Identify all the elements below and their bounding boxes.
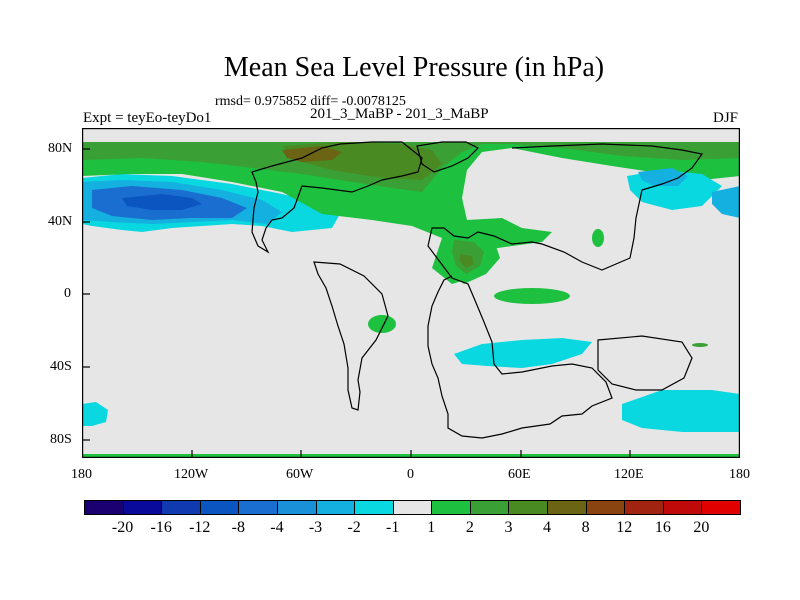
- y-tick-label-80s: 80S: [50, 432, 72, 447]
- colorbar-label: -3: [308, 519, 323, 536]
- coastline-australia: [597, 335, 693, 391]
- colorbar-label: -2: [347, 519, 361, 536]
- colorbar-label: 12: [616, 519, 633, 536]
- anomaly-region-africa-north-core: [460, 254, 474, 268]
- coastline-greenland: [416, 141, 480, 173]
- colorbar-swatch: [701, 500, 741, 515]
- colorbar-swatch: [315, 500, 356, 515]
- anomaly-region-equatorial-africa: [494, 288, 570, 304]
- colorbar-swatch: [354, 500, 394, 515]
- y-tick-label-40s: 40S: [50, 359, 72, 374]
- colorbar-label: 8: [581, 519, 590, 536]
- colorbar-label: 3: [504, 519, 513, 536]
- anomaly-region-south-pacific-west: [82, 402, 108, 426]
- colorbar-label: 16: [654, 519, 671, 536]
- coastlines: [251, 141, 704, 439]
- colorbar-swatch: [585, 500, 626, 515]
- experiment-label: Expt = teyEo-teyDo1: [83, 110, 212, 126]
- colorbar-swatch: [624, 500, 664, 515]
- colorbar-swatch: [238, 500, 278, 515]
- colorbar-swatch: [84, 500, 124, 515]
- x-tick-label-60e: 60E: [508, 467, 531, 482]
- colorbar-swatch: [662, 500, 703, 515]
- colorbar-label: 2: [465, 519, 474, 536]
- anomaly-region-arctic: [82, 142, 740, 284]
- y-tick-label-0: 0: [64, 286, 71, 301]
- coastline-north-america: [251, 141, 423, 254]
- y-tick-label-40n: 40N: [48, 214, 73, 229]
- x-tick-label-0: 0: [407, 467, 414, 482]
- colorbar-label: 20: [693, 519, 710, 536]
- anomaly-region-arctic-max: [282, 146, 342, 162]
- colorbar-label: 1: [427, 519, 436, 536]
- colorbar-label: -12: [189, 519, 211, 536]
- colorbar-swatch: [122, 500, 163, 515]
- anomaly-region-north-pacific-east: [712, 186, 740, 218]
- x-tick-label-60w: 60W: [286, 467, 314, 482]
- colorbar-swatch: [508, 500, 549, 515]
- coastline-south-america: [313, 261, 389, 411]
- y-tick-label-80n: 80N: [48, 141, 73, 156]
- coastline-eurasia: [427, 143, 704, 439]
- anomaly-region-north-pacific-core: [122, 194, 202, 210]
- colorbar: [84, 500, 741, 516]
- colorbar-label: 4: [543, 519, 552, 536]
- colorbar-label: -1: [386, 519, 400, 536]
- x-tick-label-180-left: 180: [71, 467, 92, 482]
- map-plot: [82, 128, 740, 458]
- anomaly-region-pacific-east: [692, 343, 708, 347]
- plot-title: Mean Sea Level Pressure (in hPa): [223, 52, 605, 83]
- colorbar-swatch: [547, 500, 587, 515]
- anomaly-region-south-atlantic: [454, 338, 592, 368]
- x-tick-label-120w: 120W: [174, 467, 209, 482]
- comparison-subtitle: 201_3_MaBP - 201_3_MaBP: [310, 106, 489, 122]
- anomaly-region-asia-east: [592, 229, 604, 247]
- rmsd-diff-stats: rmsd= 0.975852 diff= -0.0078125: [215, 94, 406, 109]
- colorbar-swatch: [161, 500, 201, 515]
- colorbar-label: -20: [111, 519, 134, 536]
- arctic-top-band: [82, 128, 740, 142]
- anomaly-region-northeast-asia-mid: [638, 168, 688, 186]
- colorbar-swatch: [199, 500, 240, 515]
- colorbar-label: -4: [270, 519, 284, 536]
- colorbar-swatch: [431, 500, 471, 515]
- colorbar-label: -16: [150, 519, 172, 536]
- colorbar-swatch: [392, 500, 433, 515]
- colorbar-swatch: [469, 500, 510, 515]
- x-tick-label-120e: 120E: [614, 467, 644, 482]
- anomaly-region-south-pacific: [622, 390, 740, 432]
- axis-tick-marks: [82, 148, 631, 458]
- season-label: DJF: [713, 110, 739, 126]
- anomaly-region-atlantic: [368, 315, 396, 333]
- colorbar-label: -8: [231, 519, 246, 536]
- colorbar-swatch: [276, 500, 317, 515]
- x-tick-label-180-right: 180: [729, 467, 750, 482]
